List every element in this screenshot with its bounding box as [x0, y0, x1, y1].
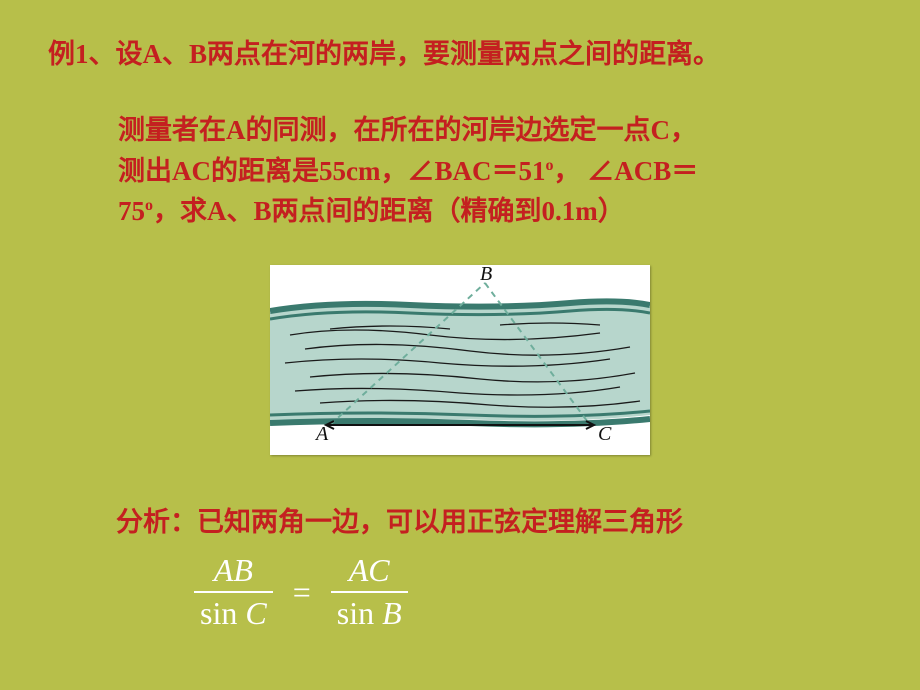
label-a: A	[314, 423, 329, 445]
analysis-text: 分析：已知两角一边，可以用正弦定理解三角形	[116, 500, 683, 539]
desc-line2a: 测出AC的距离是55cm，∠BAC＝51	[118, 156, 545, 186]
example-title: 例1、设A、B两点在河的两岸，要测量两点之间的距离。	[48, 32, 720, 71]
numerator-ab: AB	[194, 552, 273, 591]
desc-line3b: ，求A、B两点间的距离（精确到0.1m）	[153, 196, 625, 226]
fraction-right: AC sin B	[331, 552, 408, 632]
desc-line2b: ， ∠ACB＝	[553, 156, 698, 186]
denominator-sinb: sin B	[331, 591, 408, 632]
desc-line1: 测量者在A的同测，在所在的河岸边选定一点C，	[118, 115, 697, 145]
fraction-left: AB sin C	[194, 552, 273, 632]
desc-line3a: 75	[118, 196, 145, 226]
equals-sign: =	[289, 574, 315, 611]
degree-symbol-2: o	[145, 197, 153, 214]
label-b: B	[480, 265, 492, 285]
numerator-ac: AC	[331, 552, 408, 591]
sine-rule-formula: AB sin C = AC sin B	[186, 552, 416, 632]
label-c: C	[598, 423, 612, 445]
river-diagram: A B C	[270, 265, 650, 455]
problem-description: 测量者在A的同测，在所在的河岸边选定一点C， 测出AC的距离是55cm，∠BAC…	[118, 110, 860, 232]
denominator-sinc: sin C	[194, 591, 273, 632]
